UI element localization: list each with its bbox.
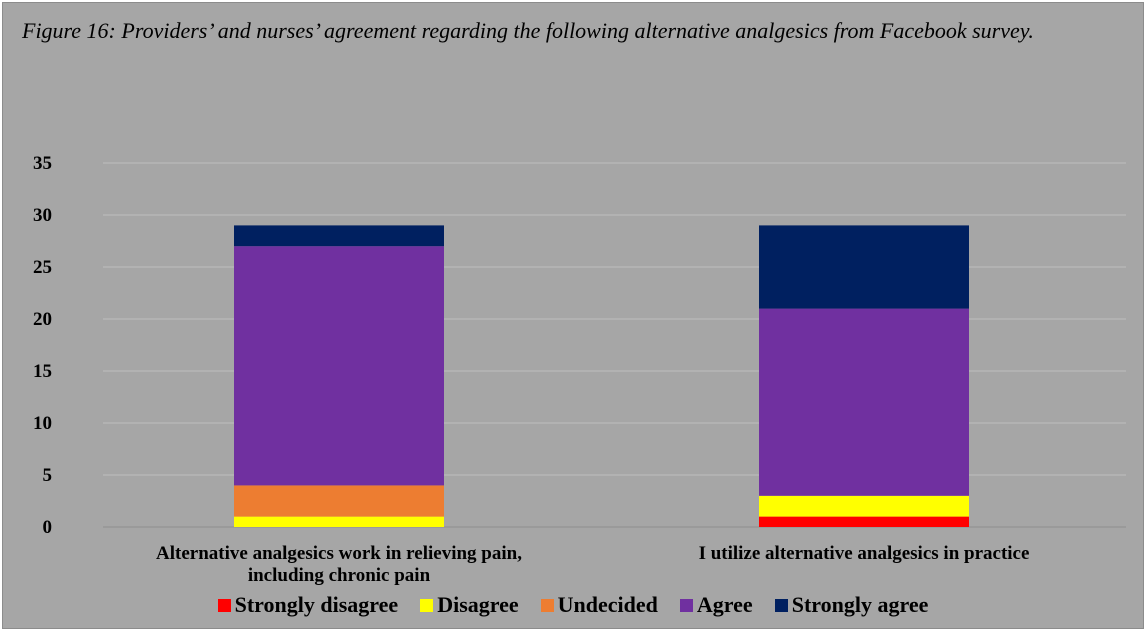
legend-label: Strongly agree: [791, 592, 929, 617]
bar-segment: [234, 485, 444, 517]
legend-swatch: [540, 598, 554, 612]
bar-segment: [234, 225, 444, 247]
y-tick-label: 15: [33, 361, 52, 382]
legend-swatch: [774, 598, 788, 612]
figure-caption: Figure 16: Providers’ and nurses’ agreem…: [22, 18, 1034, 43]
bar-segment: [234, 516, 444, 527]
legend-label: Strongly disagree: [234, 592, 399, 617]
x-category-label: I utilize alternative analgesics in prac…: [699, 543, 1030, 564]
bars: [234, 225, 969, 527]
legend-swatch: [679, 598, 693, 612]
bar-segment: [759, 308, 969, 496]
bar-segment: [759, 225, 969, 309]
legend-item: Undecided: [540, 592, 658, 618]
legend-item: Strongly disagree: [217, 592, 399, 618]
legend-swatch: [217, 598, 231, 612]
bar-segment: [759, 495, 969, 517]
bar-segment: [234, 246, 444, 486]
legend: Strongly disagree Disagree Undecided Agree S…: [0, 592, 1146, 618]
y-tick-label: 20: [33, 309, 52, 330]
legend-label: Agree: [696, 592, 753, 617]
y-tick-label: 5: [43, 465, 53, 486]
y-tick-label: 10: [33, 413, 52, 434]
y-tick-label: 25: [33, 257, 52, 278]
legend-item: Agree: [679, 592, 753, 618]
x-category-label: including chronic pain: [248, 565, 431, 586]
x-axis: Alternative analgesics work in relieving…: [156, 543, 1029, 586]
legend-swatch: [420, 598, 434, 612]
legend-label: Disagree: [437, 592, 519, 617]
x-category-label: Alternative analgesics work in relieving…: [156, 543, 522, 564]
legend-item: Strongly agree: [774, 592, 929, 618]
y-tick-label: 35: [33, 153, 52, 174]
y-tick-label: 30: [33, 205, 52, 226]
y-axis: 0 5 10 15 20 25 30 35: [33, 153, 52, 538]
bar-segment: [759, 516, 969, 527]
legend-label: Undecided: [557, 592, 658, 617]
legend-item: Disagree: [420, 592, 519, 618]
y-tick-label: 0: [43, 517, 53, 538]
